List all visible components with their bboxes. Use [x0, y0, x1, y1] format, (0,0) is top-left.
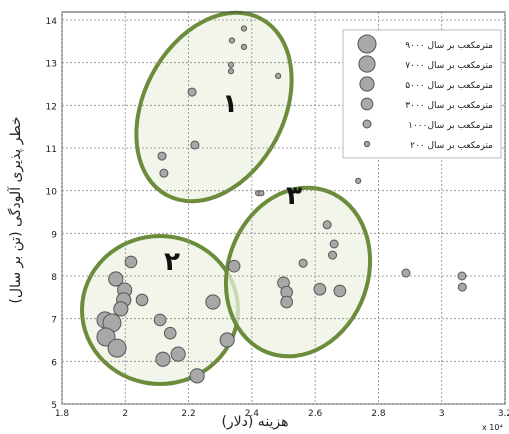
y-tick-label: 6	[51, 358, 57, 368]
point	[107, 338, 127, 358]
point	[227, 259, 241, 273]
point	[328, 250, 338, 260]
point	[187, 87, 197, 97]
point	[135, 293, 149, 307]
cluster-ellipse	[134, 10, 294, 204]
annotation: ۲	[164, 247, 180, 277]
point	[258, 190, 265, 197]
y-axis-label: خطر پذیری آلودگی (تن بر سال)	[7, 116, 24, 303]
point	[401, 268, 411, 278]
y-tick-label: 14	[46, 17, 58, 27]
legend-marker	[359, 76, 375, 92]
y-tick-label: 10	[46, 188, 58, 198]
x-tick-label: 2.8	[371, 409, 386, 419]
legend-marker	[362, 119, 372, 129]
point	[170, 346, 186, 362]
legend-marker	[363, 140, 371, 148]
legend-label: ۳۰۰۰ مترمکعب بر سال	[405, 101, 493, 111]
point	[280, 295, 293, 309]
point	[157, 151, 167, 161]
annotation: ۳	[286, 181, 302, 211]
y-tick-label: 5	[51, 401, 57, 411]
point	[153, 313, 167, 327]
point	[124, 255, 138, 269]
point	[227, 61, 235, 68]
point	[240, 25, 248, 32]
y-tick-label: 11	[46, 145, 57, 155]
point	[108, 271, 124, 287]
point	[228, 37, 236, 44]
point	[322, 220, 332, 230]
legend-marker	[360, 97, 374, 111]
point	[333, 284, 347, 298]
x-tick-label: 2	[122, 409, 128, 419]
point	[329, 239, 339, 249]
y-tick-label: 12	[46, 102, 57, 112]
y-tick-label: 13	[46, 60, 57, 70]
point	[113, 301, 129, 317]
point	[155, 351, 171, 367]
point	[163, 326, 177, 340]
point	[205, 294, 221, 310]
legend-label: ۹۰۰۰ مترمکعب بر سال	[405, 41, 493, 51]
legend-marker	[358, 55, 376, 73]
legend-label: ۷۰۰۰ مترمکعب بر سال	[405, 61, 493, 71]
x-tick-label: 2.4	[245, 409, 260, 419]
point	[159, 168, 169, 178]
y-tick-label: 7	[51, 316, 57, 326]
point	[275, 72, 282, 80]
x-tick-label: 3.2	[498, 409, 509, 419]
point	[219, 332, 235, 348]
point	[189, 368, 205, 384]
annotation: ۱	[222, 89, 238, 119]
x-tick-label: 2.6	[308, 409, 323, 419]
x-axis-label: هزینه (دلار)	[221, 414, 288, 430]
y-tick-label: 9	[51, 230, 57, 240]
point	[298, 258, 308, 268]
point	[313, 282, 327, 296]
legend-marker	[357, 34, 377, 54]
point	[457, 282, 467, 292]
x-tick-label: 3	[439, 409, 445, 419]
y-tick-label: 8	[51, 273, 57, 283]
point	[190, 140, 200, 150]
legend-label: ۲۰۰ مترمکعب بر سال	[410, 141, 493, 151]
x-multiplier: x 10⁴	[482, 423, 503, 432]
cluster-ellipse	[223, 185, 373, 359]
x-tick-label: 1.8	[55, 409, 70, 419]
legend-label: ۵۰۰۰ مترمکعب بر سال	[405, 81, 493, 91]
point	[355, 177, 362, 184]
legend-label: ۱۰۰۰مترمکعب بر سال	[408, 121, 493, 131]
point	[227, 68, 235, 75]
point	[457, 271, 467, 281]
x-tick-label: 2.2	[181, 409, 195, 419]
point	[240, 43, 248, 50]
